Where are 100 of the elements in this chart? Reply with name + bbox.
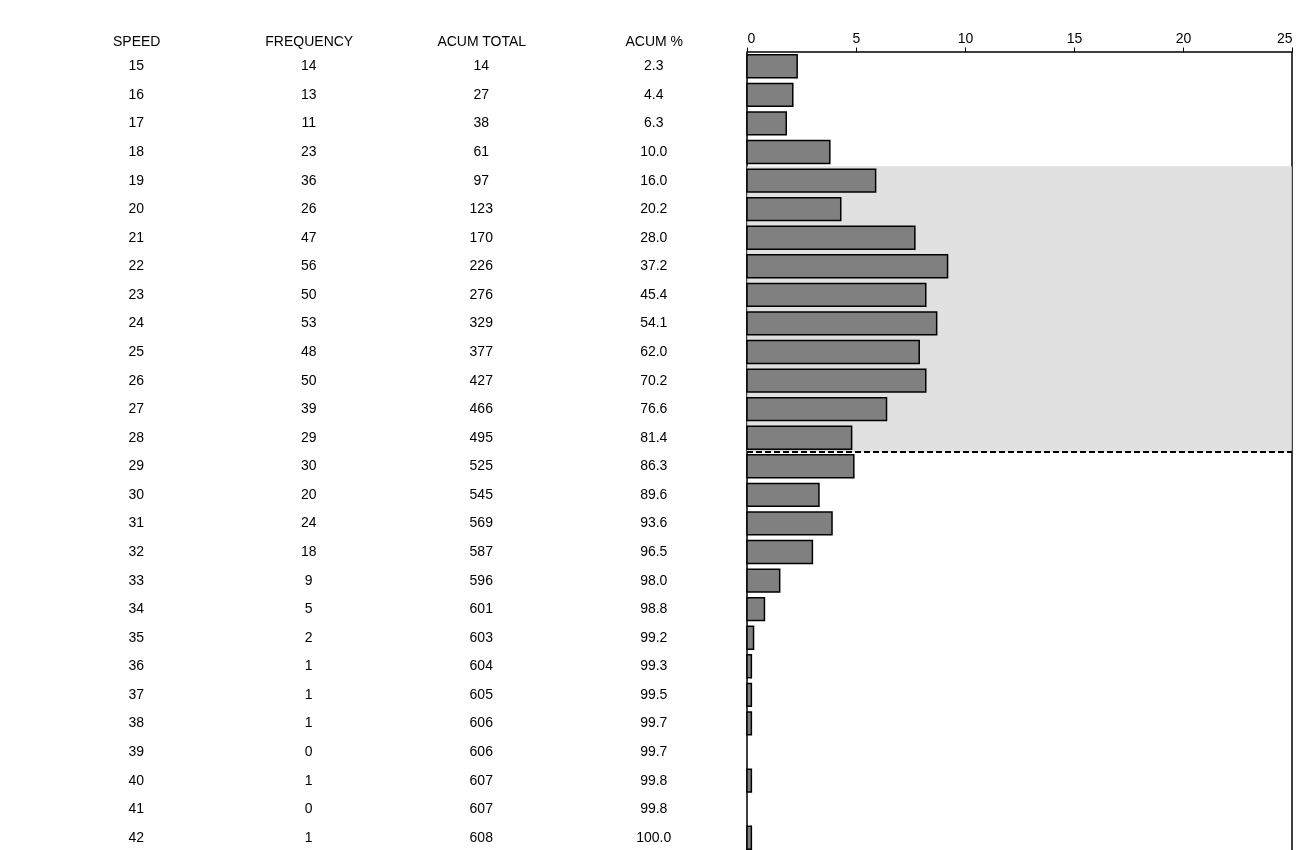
text: 2 xyxy=(304,628,313,645)
text: 25 xyxy=(128,343,145,359)
text: 14 xyxy=(300,57,317,74)
text: 98.0 xyxy=(640,571,668,588)
x-tick-label: 20 xyxy=(1175,29,1192,46)
text: 31 xyxy=(128,514,145,531)
text: 0 xyxy=(304,743,313,759)
text: 26 xyxy=(300,200,317,217)
text: 17 xyxy=(128,114,145,131)
text: 2.3 xyxy=(644,57,664,74)
text: 6.3 xyxy=(644,114,664,131)
x-tick-label: 15 xyxy=(1066,29,1083,46)
text: 36 xyxy=(300,171,317,188)
text: 97 xyxy=(473,171,490,188)
text: 10.0 xyxy=(640,143,668,159)
text: 99.7 xyxy=(640,743,668,759)
category-label: ACUM TOTAL xyxy=(437,32,527,49)
text: 30 xyxy=(300,457,317,474)
text: 11 xyxy=(301,114,317,131)
text: 34 xyxy=(128,600,145,617)
text: 29 xyxy=(300,428,317,445)
x-tick-label: 5 xyxy=(852,29,861,46)
text: 226 xyxy=(469,257,493,274)
text: 18 xyxy=(128,143,145,159)
text: 20.2 xyxy=(640,200,668,217)
text: 99.3 xyxy=(640,657,668,674)
text: 466 xyxy=(469,400,493,417)
text: 45.4 xyxy=(640,285,668,302)
text: 48 xyxy=(300,343,317,359)
text: 38 xyxy=(128,714,145,731)
text: 9 xyxy=(304,571,313,588)
text: 53 xyxy=(300,314,317,331)
text: 99.8 xyxy=(640,800,668,817)
text: 32 xyxy=(128,543,145,559)
text: 41 xyxy=(128,800,145,817)
text: 13 xyxy=(300,85,317,102)
x-tick-label: 10 xyxy=(957,29,974,46)
text: 50 xyxy=(300,371,317,388)
text: 29 xyxy=(128,457,145,474)
text: 54.1 xyxy=(640,314,668,331)
text: 33 xyxy=(128,571,145,588)
text: 37.2 xyxy=(640,257,668,274)
text: 39 xyxy=(128,743,145,759)
text: 14 xyxy=(473,57,490,74)
text: 30 xyxy=(128,485,145,502)
text: 76.6 xyxy=(640,400,668,417)
text: 61 xyxy=(473,143,490,159)
text: 36 xyxy=(128,657,145,674)
text: 18 xyxy=(300,543,317,559)
text: 27 xyxy=(473,85,490,102)
text: 93.6 xyxy=(640,514,668,531)
text: 16.0 xyxy=(640,171,668,188)
text: 606 xyxy=(469,743,493,759)
text: 1 xyxy=(304,685,313,702)
text: 20 xyxy=(300,485,317,502)
text: 28 xyxy=(128,428,145,445)
text: 495 xyxy=(469,428,493,445)
text: 596 xyxy=(469,571,493,588)
text: 1 xyxy=(304,714,313,731)
text: 28.0 xyxy=(640,228,668,245)
text: 24 xyxy=(300,514,317,531)
category-label: SPEED xyxy=(113,32,161,49)
text: 23 xyxy=(128,285,145,302)
text: 42 xyxy=(128,828,145,845)
text: 86.3 xyxy=(640,457,668,474)
text: 100.0 xyxy=(636,828,672,845)
text: 21 xyxy=(128,228,145,245)
text: 23 xyxy=(300,143,317,159)
text: 1 xyxy=(304,657,313,674)
text: 605 xyxy=(469,685,493,702)
text: 587 xyxy=(469,543,493,559)
text: 16 xyxy=(128,85,145,102)
text: 427 xyxy=(469,371,493,388)
category-label: FREQUENCY xyxy=(265,32,354,49)
text: 601 xyxy=(469,600,493,617)
text: 377 xyxy=(469,343,493,359)
text: 603 xyxy=(469,628,493,645)
text: 40 xyxy=(128,771,145,788)
text: 26 xyxy=(128,371,145,388)
text: 1 xyxy=(304,828,313,845)
text: 39 xyxy=(300,400,317,417)
text: 35 xyxy=(128,628,145,645)
text: 569 xyxy=(469,514,493,531)
text: 5 xyxy=(304,600,313,617)
text: 96.5 xyxy=(640,543,668,559)
text: 170 xyxy=(469,228,493,245)
text: 123 xyxy=(469,200,493,217)
text: 1 xyxy=(304,771,313,788)
text: 99.7 xyxy=(640,714,668,731)
text: 98.8 xyxy=(640,600,668,617)
text: 19 xyxy=(128,171,145,188)
text: 99.5 xyxy=(640,685,668,702)
text: 545 xyxy=(469,485,493,502)
text: 50 xyxy=(300,285,317,302)
text: 24 xyxy=(128,314,145,331)
text: 47 xyxy=(300,228,317,245)
text: 20 xyxy=(128,200,145,217)
text: 276 xyxy=(469,285,493,302)
text: 37 xyxy=(128,685,145,702)
text: 56 xyxy=(300,257,317,274)
